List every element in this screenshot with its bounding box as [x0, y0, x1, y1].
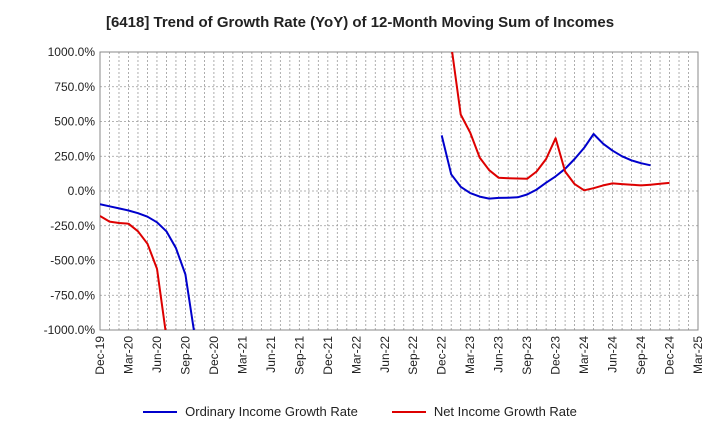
x-tick-label: Dec-21 [321, 336, 335, 375]
legend-item-ordinary: Ordinary Income Growth Rate [143, 404, 358, 419]
x-tick-label: Dec-24 [663, 336, 677, 375]
y-tick-label: -500.0% [50, 254, 95, 268]
x-tick-label: Dec-22 [435, 336, 449, 375]
legend-swatch-ordinary [143, 410, 178, 413]
legend: Ordinary Income Growth Rate Net Income G… [0, 404, 720, 419]
x-tick-label: Mar-25 [691, 336, 705, 374]
x-tick-label: Sep-22 [406, 336, 420, 375]
x-tick-label: Mar-23 [463, 336, 477, 374]
y-tick-label: 0.0% [68, 184, 96, 198]
x-tick-label: Jun-22 [378, 336, 392, 373]
plot-frame [99, 51, 699, 331]
series-line-net-income [100, 215, 167, 330]
y-tick-label: -1000.0% [44, 323, 96, 337]
y-tick-label: 750.0% [54, 80, 95, 94]
y-tick-label: -750.0% [50, 288, 95, 302]
legend-label-net: Net Income Growth Rate [433, 404, 577, 419]
x-tick-label: Mar-24 [577, 336, 591, 374]
legend-item-net: Net Income Growth Rate [391, 404, 577, 419]
x-tick-label: Mar-21 [235, 336, 249, 374]
legend-label-ordinary: Ordinary Income Growth Rate [185, 404, 358, 419]
x-tick-label: Sep-24 [634, 336, 648, 375]
x-tick-label: Jun-23 [492, 336, 506, 373]
y-tick-label: 500.0% [54, 115, 95, 129]
x-tick-label: Dec-19 [93, 336, 107, 375]
x-tick-label: Sep-21 [292, 336, 306, 375]
x-tick-label: Jun-24 [606, 336, 620, 373]
legend-swatch-net [391, 410, 426, 413]
x-tick-label: Jun-21 [264, 336, 278, 373]
x-tick-label: Mar-22 [349, 336, 363, 374]
x-tick-label: Mar-20 [121, 336, 135, 374]
y-tick-label: 1000.0% [48, 45, 96, 59]
x-tick-label: Sep-23 [520, 336, 534, 375]
chart-title: [6418] Trend of Growth Rate (YoY) of 12-… [105, 14, 615, 31]
y-tick-label: -250.0% [50, 219, 95, 233]
x-tick-label: Dec-20 [207, 336, 221, 375]
y-tick-label: 250.0% [54, 149, 95, 163]
x-tick-label: Jun-20 [150, 336, 164, 373]
series-line-ordinary-income [440, 133, 651, 200]
series-line-ordinary-income [100, 203, 195, 330]
x-tick-label: Dec-23 [549, 336, 563, 375]
series-line-net-income [451, 52, 670, 192]
x-tick-label: Sep-20 [178, 336, 192, 375]
